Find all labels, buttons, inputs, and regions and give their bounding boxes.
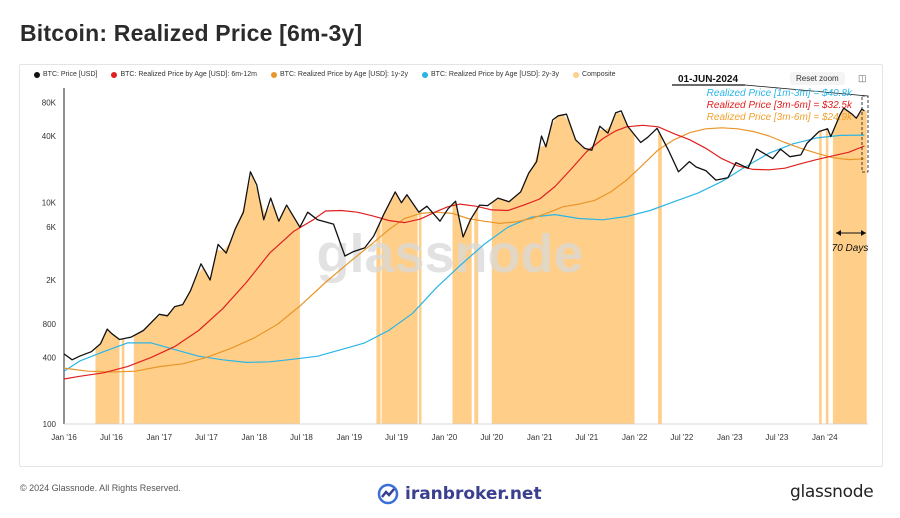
annotation-dashed-box	[861, 95, 869, 173]
legend-item[interactable]: BTC: Price [USD]	[34, 71, 97, 78]
copyright-text: © 2024 Glassnode. All Rights Reserved.	[20, 483, 181, 493]
x-tick-label: Jul '20	[480, 433, 503, 442]
legend-item[interactable]: BTC: Realized Price by Age [USD]: 1y-2y	[271, 71, 408, 78]
annotation-value-label: Realized Price [3m-6m] = $32.5k	[707, 100, 853, 111]
chart-panel: BTC: Price [USD] BTC: Realized Price by A…	[19, 64, 883, 467]
y-tick-label: 2K	[46, 276, 56, 285]
composite-band	[452, 201, 472, 424]
x-tick-label: Jul '17	[195, 433, 218, 442]
legend-item[interactable]: BTC: Realized Price by Age [USD]: 2y-3y	[422, 71, 559, 78]
composite-band	[121, 338, 125, 424]
series-line[interactable]	[63, 127, 865, 373]
composite-band	[381, 192, 418, 424]
legend-item[interactable]: BTC: Realized Price by Age [USD]: 6m-12m	[111, 71, 257, 78]
composite-band	[825, 128, 829, 425]
legend-label: BTC: Realized Price by Age [USD]: 2y-3y	[431, 71, 560, 78]
chart-svg[interactable]: glassnode 100 400 800 2K 6K 10K 40K 80K Jan '16 Ju…	[0, 0, 900, 470]
x-tick-label: Jan '21	[527, 433, 553, 442]
legend-swatch	[573, 71, 580, 78]
annotation-value-label: Realized Price [3m-6m] = $24.9k	[707, 112, 853, 123]
legend-label: BTC: Realized Price by Age [USD]: 6m-12m	[120, 71, 258, 78]
x-tick-label: Jul '22	[670, 433, 693, 442]
legend-label: Composite	[582, 71, 616, 78]
legend-swatch	[111, 71, 118, 78]
legend-item[interactable]: Composite	[573, 71, 615, 78]
composite-band	[133, 173, 300, 424]
composite-band	[418, 210, 422, 424]
x-tick-label: Jan '23	[717, 433, 743, 442]
iranbroker-watermark: iranbroker.net	[377, 483, 542, 505]
legend-swatch	[422, 71, 429, 78]
annotation-days: 70 Days	[832, 243, 869, 254]
x-tick-label: Jan '22	[622, 433, 648, 442]
y-tick-label: 80K	[42, 99, 57, 108]
glassnode-brand: glassnode	[790, 482, 874, 502]
legend-swatch	[34, 71, 40, 78]
series-line[interactable]	[63, 107, 865, 361]
x-tick-label: Jan '16	[51, 433, 77, 442]
x-tick-label: Jul '18	[290, 433, 313, 442]
composite-band	[95, 329, 120, 424]
page-title: Bitcoin: Realized Price [6m-3y]	[20, 20, 363, 46]
x-tick-label: Jan '18	[242, 433, 268, 442]
composite-band	[491, 112, 635, 425]
x-tick-label: Jul '19	[385, 433, 408, 442]
y-tick-label: 40K	[42, 132, 57, 141]
reset-zoom-button[interactable]: Reset zoom	[790, 72, 845, 85]
x-tick-label: Jul '23	[765, 433, 788, 442]
legend-label: BTC: Price [USD]	[43, 71, 98, 78]
glassnode-watermark: glassnode	[316, 224, 583, 284]
series-line[interactable]	[63, 134, 865, 372]
legend-label: BTC: Realized Price by Age [USD]: 1y-2y	[280, 71, 409, 78]
series-line[interactable]	[63, 124, 865, 380]
y-tick-label: 100	[43, 420, 57, 429]
x-tick-label: Jan '20	[432, 433, 458, 442]
y-tick-label: 10K	[42, 199, 57, 208]
annotation-leader	[744, 84, 869, 97]
x-tick-label: Jul '21	[575, 433, 598, 442]
x-tick-label: Jan '24	[812, 433, 838, 442]
x-tick-label: Jul '16	[100, 433, 123, 442]
camera-icon[interactable]: ◫	[858, 73, 867, 83]
iranbroker-logo-icon	[377, 483, 399, 505]
x-tick-label: Jan '17	[147, 433, 173, 442]
y-tick-label: 800	[43, 320, 57, 329]
chart-legend: BTC: Price [USD] BTC: Realized Price by A…	[34, 71, 615, 78]
annotation-date: 01-JUN-2024	[678, 74, 738, 85]
composite-band	[474, 207, 479, 424]
annotation-value-label: Realized Price [1m-3m] = $40.8k	[707, 88, 853, 99]
composite-band	[832, 108, 867, 425]
composite-band	[376, 221, 381, 424]
y-tick-label: 6K	[46, 223, 56, 232]
composite-band	[658, 130, 662, 425]
iranbroker-text: iranbroker.net	[405, 484, 542, 504]
y-tick-label: 400	[43, 353, 57, 362]
composite-band	[819, 130, 822, 424]
legend-swatch	[271, 71, 278, 78]
x-tick-label: Jan '19	[337, 433, 363, 442]
